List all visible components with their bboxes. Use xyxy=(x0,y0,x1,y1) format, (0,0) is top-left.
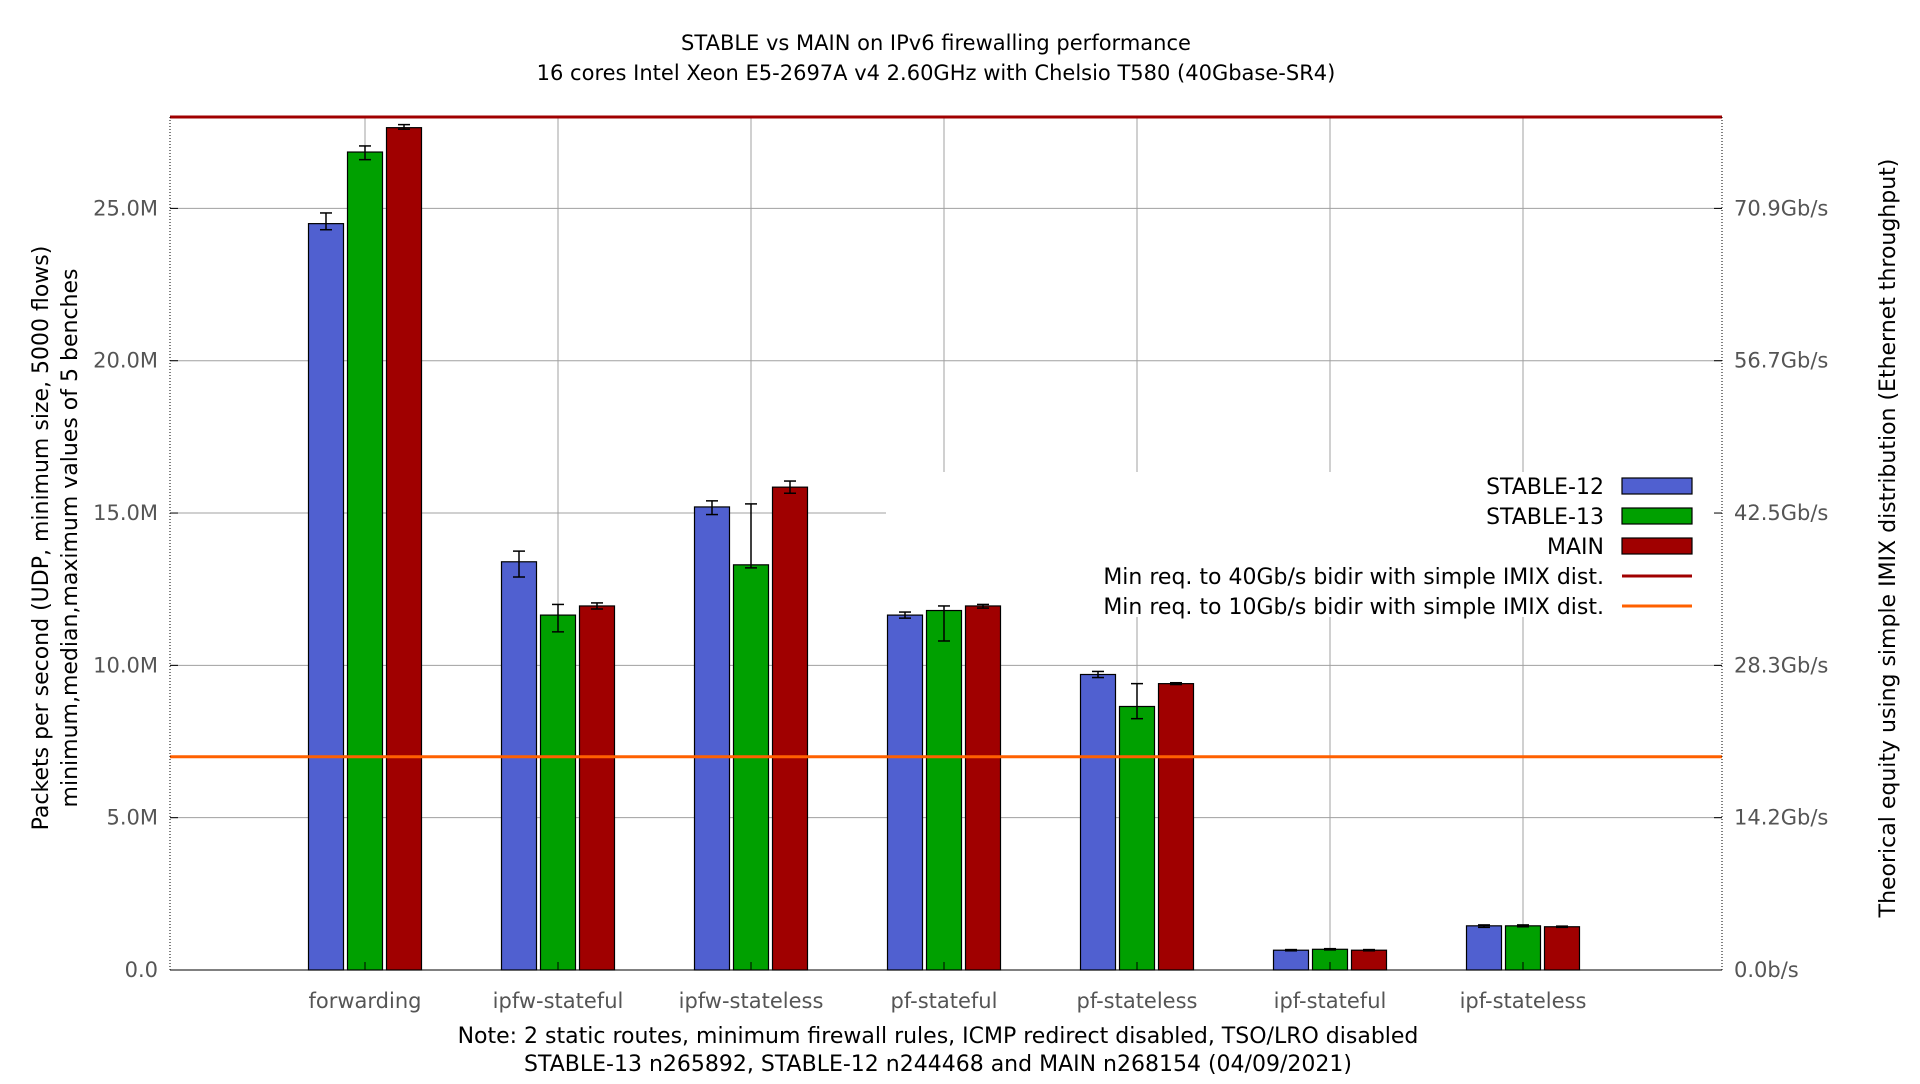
y2-tick-label: 0.0b/s xyxy=(1734,958,1799,982)
bar xyxy=(693,506,731,971)
bar xyxy=(1350,949,1388,971)
y2-tick-label: 42.5Gb/s xyxy=(1734,501,1828,525)
bar xyxy=(346,151,384,971)
legend-swatch xyxy=(1621,537,1693,555)
x-tick-label: pf-stateful xyxy=(891,989,998,1013)
chart-title: STABLE vs MAIN on IPv6 firewalling perfo… xyxy=(681,31,1191,55)
bar xyxy=(886,614,924,971)
x-tick-label: forwarding xyxy=(309,989,422,1013)
y-tick-label: 0.0 xyxy=(125,958,158,982)
x-tick-label: ipf-stateless xyxy=(1460,989,1587,1013)
bar xyxy=(1272,949,1310,971)
frame-layer xyxy=(169,117,1723,971)
legend-swatch xyxy=(1621,477,1693,495)
bar xyxy=(307,223,345,971)
y2-tick-label: 28.3Gb/s xyxy=(1734,653,1828,677)
y2-tick-label: 56.7Gb/s xyxy=(1734,349,1828,373)
legend-swatch xyxy=(1621,507,1693,525)
legend-label: STABLE-12 xyxy=(1486,475,1604,500)
legend-background xyxy=(886,472,1720,617)
legend-label: Min req. to 10Gb/s bidir with simple IMI… xyxy=(1103,595,1604,620)
y2-axis-label: Theorical equity using simple IMIX distr… xyxy=(1876,159,1901,919)
note-line-2: STABLE-13 n265892, STABLE-12 n244468 and… xyxy=(524,1052,1352,1077)
bar xyxy=(385,127,423,971)
bar xyxy=(925,609,963,971)
legend-label: STABLE-13 xyxy=(1486,505,1604,530)
y-tick-label: 25.0M xyxy=(93,196,158,220)
legend-label: Min req. to 40Gb/s bidir with simple IMI… xyxy=(1103,565,1604,590)
legend-label: MAIN xyxy=(1547,535,1604,560)
bar xyxy=(1543,926,1581,971)
bar xyxy=(771,486,809,971)
y-tick-label: 20.0M xyxy=(93,349,158,373)
x-tick-label: ipfw-stateless xyxy=(679,989,824,1013)
y-tick-label: 10.0M xyxy=(93,653,158,677)
y-tick-label: 5.0M xyxy=(106,806,158,830)
bar xyxy=(1465,925,1503,971)
legend: STABLE-12 STABLE-13 MAIN Min req. to 40Gb/s… xyxy=(1103,475,1693,620)
y-tick-label: 15.0M xyxy=(93,501,158,525)
y2-tick-label: 14.2Gb/s xyxy=(1734,806,1828,830)
bar xyxy=(1157,683,1195,971)
bar xyxy=(500,561,538,971)
bar xyxy=(1079,673,1117,971)
y2-tick-label: 70.9Gb/s xyxy=(1734,196,1828,220)
reference-lines-layer xyxy=(170,115,1722,759)
x-tick-label: ipfw-stateful xyxy=(493,989,624,1013)
ticks-layer: 0.0 5.0M 10.0M 15.0M 20.0M 25.0M 0.0b/s 14.2Gb/… xyxy=(93,196,1828,1013)
bar xyxy=(1118,705,1156,971)
y-axis-label-line2: minimum,median,maximum values of 5 bench… xyxy=(58,269,83,808)
y-axis-label-line1: Packets per second (UDP, minimum size, 5… xyxy=(29,246,54,831)
note-line-1: Note: 2 static routes, minimum firewall … xyxy=(458,1024,1419,1049)
bar xyxy=(732,564,770,971)
x-tick-label: pf-stateless xyxy=(1077,989,1198,1013)
bar xyxy=(539,614,577,971)
x-tick-label: ipf-stateful xyxy=(1274,989,1387,1013)
chart-subtitle: 16 cores Intel Xeon E5-2697A v4 2.60GHz … xyxy=(537,61,1336,85)
bar xyxy=(578,605,616,971)
bar xyxy=(964,605,1002,971)
